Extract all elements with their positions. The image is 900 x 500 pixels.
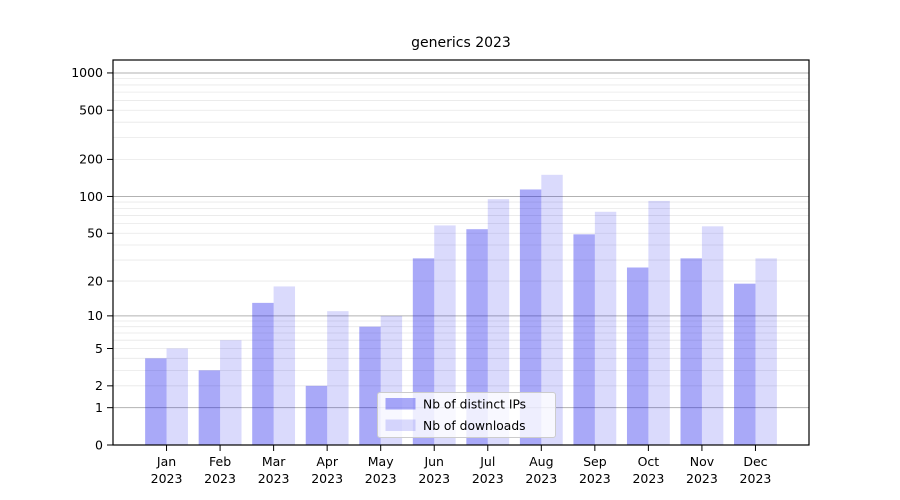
y-tick-label-100: 100 xyxy=(79,189,103,204)
y-tick-label-1: 1 xyxy=(95,400,103,415)
bar-distinct-ips-sep xyxy=(573,234,595,445)
bar-downloads-oct xyxy=(648,200,670,445)
x-tick-label-mar: Mar 2023 xyxy=(258,454,290,486)
bar-distinct-ips-nov xyxy=(680,258,702,445)
x-tick-label-sep: Sep 2023 xyxy=(579,454,611,486)
bar-distinct-ips-may xyxy=(359,326,381,445)
x-tick-label-aug: Aug 2023 xyxy=(525,454,557,486)
bar-downloads-jun xyxy=(434,225,456,445)
bar-downloads-nov xyxy=(701,226,724,445)
x-tick-label-nov: Nov 2023 xyxy=(686,454,718,486)
x-tick-label-jul: Jul 2023 xyxy=(472,454,504,486)
bar-distinct-ips-dec xyxy=(734,283,756,445)
bar-distinct-ips-mar xyxy=(252,302,274,445)
x-tick-label-apr: Apr 2023 xyxy=(311,454,343,486)
y-tick-label-500: 500 xyxy=(79,103,103,118)
bar-distinct-ips-feb xyxy=(198,370,221,445)
bar-distinct-ips-oct xyxy=(626,267,649,445)
legend-box xyxy=(377,392,556,438)
legend-swatch-downloads xyxy=(385,419,416,431)
x-tick-label-feb: Feb 2023 xyxy=(204,454,236,486)
legend: Nb of distinct IPs Nb of downloads xyxy=(377,392,556,438)
bar-downloads-sep xyxy=(594,211,617,445)
bar-downloads-jan xyxy=(166,348,188,445)
y-tick-label-200: 200 xyxy=(79,152,103,167)
x-tick-label-may: May 2023 xyxy=(365,454,397,486)
legend-swatch-distinct-ips xyxy=(385,398,416,410)
x-tick-label-oct: Oct 2023 xyxy=(632,454,664,486)
bar-downloads-feb xyxy=(220,340,242,445)
x-tick-label-jan: Jan 2023 xyxy=(151,454,183,486)
y-tick-label-5: 5 xyxy=(95,341,103,356)
bar-downloads-apr xyxy=(327,311,349,445)
y-tick-label-50: 50 xyxy=(87,226,103,241)
chart-title: generics 2023 xyxy=(411,35,511,51)
y-tick-label-2: 2 xyxy=(95,378,103,393)
x-tick-label-dec: Dec 2023 xyxy=(740,454,772,486)
bar-distinct-ips-jul xyxy=(466,229,488,445)
x-tick-label-jun: Jun 2023 xyxy=(418,454,450,486)
x-axis: Jan 2023 Feb 2023 Mar 2023 Apr 2023 May 2023 Jun 20… xyxy=(151,445,772,486)
bar-distinct-ips-aug xyxy=(519,189,542,445)
y-tick-label-20: 20 xyxy=(87,273,103,288)
bar-downloads-aug xyxy=(541,174,563,445)
legend-label-distinct-ips: Nb of distinct IPs xyxy=(423,398,526,412)
y-tick-label-1000: 1000 xyxy=(71,65,103,80)
legend-label-downloads: Nb of downloads xyxy=(423,419,526,433)
bar-distinct-ips-apr xyxy=(305,385,328,445)
bar-downloads-mar xyxy=(273,286,296,445)
plot-frame xyxy=(112,59,810,446)
bar-downloads-jul xyxy=(487,199,510,445)
y-axis: 0 1 2 5 10 20 50 100 200 500 1000 xyxy=(71,65,113,452)
bar-distinct-ips-jan xyxy=(145,358,167,445)
y-tick-label-0: 0 xyxy=(95,437,103,452)
y-tick-label-10: 10 xyxy=(87,308,103,323)
bar-downloads-dec xyxy=(755,258,777,445)
